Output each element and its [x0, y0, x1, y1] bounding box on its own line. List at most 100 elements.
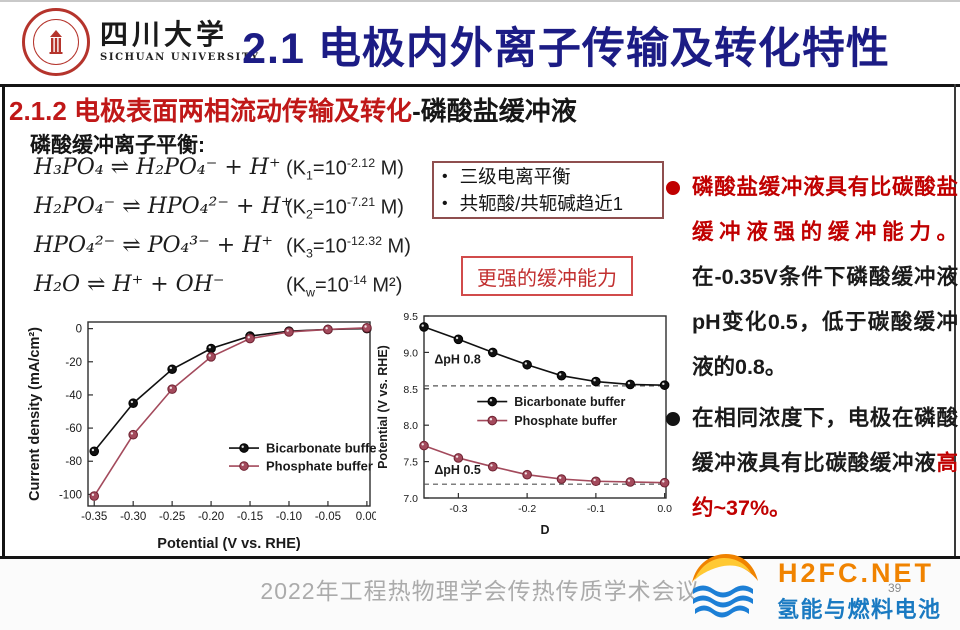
header-divider	[0, 84, 960, 87]
k-exp: -2.12	[346, 156, 376, 170]
svg-text:-0.2: -0.2	[518, 503, 536, 515]
k-part: =10	[312, 157, 347, 180]
equation-formula: H₂O ⇌ H⁺ + OH⁻	[34, 272, 225, 297]
svg-text:-0.35: -0.35	[81, 511, 107, 523]
equation-constant: (K2=10-7.21 M)	[286, 195, 404, 222]
k-part: =10	[314, 274, 349, 297]
svg-text:-0.10: -0.10	[276, 511, 302, 523]
k-part: (K	[286, 196, 306, 219]
k-part: (K	[286, 157, 306, 180]
svg-text:-0.25: -0.25	[159, 511, 185, 523]
conclusion-text-1: 磷酸盐缓冲液具有比碳酸盐缓冲液强的缓冲能力。在-0.35V条件下磷酸缓冲液pH变…	[692, 165, 958, 390]
k-sub: 2	[306, 207, 313, 222]
equation-constant: (Kw=10-14 M²)	[286, 273, 402, 300]
black-bullet-icon	[666, 412, 680, 426]
svg-text:ΔpH 0.8: ΔpH 0.8	[434, 352, 481, 366]
svg-text:Bicarbonate buffer: Bicarbonate buffer	[266, 441, 376, 456]
wave-icon	[693, 585, 753, 598]
svg-text:Current density (mA/cm²): Current density (mA/cm²)	[27, 327, 43, 501]
k-part: (K	[286, 235, 306, 258]
svg-text:9.0: 9.0	[403, 347, 418, 359]
svg-text:-40: -40	[65, 390, 82, 402]
svg-text:-0.1: -0.1	[587, 503, 605, 515]
equation-row: H₂O ⇌ H⁺ + OH⁻ (Kw=10-14 M²)	[34, 272, 454, 306]
conclusion-2-red: 高约~37%。	[692, 451, 958, 520]
equilibrium-heading: 磷酸缓冲离子平衡:	[30, 134, 205, 157]
k-exp: -12.32	[346, 234, 382, 248]
svg-text:-0.05: -0.05	[315, 511, 341, 523]
svg-text:ΔpH 0.5: ΔpH 0.5	[434, 463, 481, 477]
svg-text:-0.15: -0.15	[237, 511, 263, 523]
note-item: 三级电离平衡	[442, 163, 662, 190]
sun-icon	[692, 554, 758, 583]
svg-text:8.0: 8.0	[403, 420, 418, 432]
k-part: =10	[312, 196, 347, 219]
k-sub: 1	[306, 168, 313, 183]
page-title: 2.1 电极内外离子传输及转化特性	[242, 25, 890, 73]
equation-row: H₂PO₄⁻ ⇌ HPO₄²⁻ + H⁺ (K2=10-7.21 M)	[34, 194, 454, 228]
svg-text:9.5: 9.5	[403, 311, 418, 323]
pagoda-icon	[49, 30, 63, 54]
conference-title: 2022年工程热物理学会传热传质学术会议	[260, 578, 700, 604]
footer-divider	[0, 556, 960, 559]
equation-formula: HPO₄²⁻ ⇌ PO₄³⁻ + H⁺	[34, 233, 274, 258]
equation-row: H₃PO₄ ⇌ H₂PO₄⁻ + H⁺ (K1=10-2.12 M)	[34, 155, 454, 189]
red-bullet-icon	[666, 181, 680, 195]
university-name-cn: 四川大学	[100, 18, 229, 52]
k-sub: w	[306, 285, 315, 300]
footer	[0, 559, 960, 630]
svg-text:Potential (V vs. RHE): Potential (V vs. RHE)	[157, 536, 301, 552]
k-part: M²)	[366, 274, 403, 297]
section-subtitle-red: 2.1.2 电极表面两相流动传输及转化	[9, 96, 413, 126]
frame-right	[954, 84, 956, 559]
equation-formula: H₃PO₄ ⇌ H₂PO₄⁻ + H⁺	[34, 155, 281, 180]
svg-text:7.0: 7.0	[403, 493, 418, 505]
h2fc-site-name: H2FC.NET	[778, 558, 935, 588]
svg-text:8.5: 8.5	[403, 384, 418, 396]
k-sub: 3	[306, 246, 313, 261]
svg-text:0.0: 0.0	[657, 503, 672, 515]
svg-text:-20: -20	[65, 357, 82, 369]
conclusion-bullet-1: 磷酸盐缓冲液具有比碳酸盐缓冲液强的缓冲能力。在-0.35V条件下磷酸缓冲液pH变…	[666, 165, 958, 395]
conclusion-2-black: 在相同浓度下，电极在磷酸缓冲液具有比碳酸缓冲液	[692, 406, 958, 475]
equation-constant: (K1=10-2.12 M)	[286, 156, 404, 183]
section-subtitle-black: -磷酸盐缓冲液	[412, 96, 577, 126]
university-seal-icon	[22, 8, 90, 76]
page-number: 39	[888, 581, 902, 595]
top-hairline	[0, 0, 960, 2]
current-density-chart: -0.35 -0.30 -0.25 -0.20 -0.15 -0.10 -0.05 0.00 0…	[27, 321, 376, 552]
conclusion-text-2: 在相同浓度下，电极在磷酸缓冲液具有比碳酸缓冲液高约~37%。	[692, 396, 958, 531]
svg-text:-60: -60	[65, 423, 82, 435]
note-item: 共轭酸/共轭碱趋近1	[442, 190, 662, 217]
k-part: =10	[312, 235, 347, 258]
equation-formula: H₂PO₄⁻ ⇌ HPO₄²⁻ + H⁺	[34, 194, 293, 219]
university-logo: 四川大学 SICHUAN UNIVERSITY	[22, 8, 260, 76]
svg-text:Phosphate buffer: Phosphate buffer	[514, 414, 617, 428]
ionization-note-box: 三级电离平衡 共轭酸/共轭碱趋近1	[432, 161, 664, 219]
stronger-buffer-box: 更强的缓冲能力	[461, 256, 633, 296]
university-name-en: SICHUAN UNIVERSITY	[100, 52, 260, 64]
k-exp: -7.21	[346, 195, 376, 209]
svg-text:Bicarbonate buffer: Bicarbonate buffer	[514, 395, 625, 409]
svg-text:0.00: 0.00	[356, 511, 376, 523]
svg-text:Phosphate buffer: Phosphate buffer	[266, 459, 373, 474]
ph-potential-chart: -0.3 -0.2 -0.1 0.0 7.0 7.5 8.0 8.5 9.0 9.5 ΔpH 0.8…	[376, 311, 672, 537]
conclusion-bullet-2: 在相同浓度下，电极在磷酸缓冲液具有比碳酸缓冲液高约~37%。	[666, 396, 958, 536]
svg-text:-0.3: -0.3	[449, 503, 467, 515]
svg-text:0: 0	[76, 324, 82, 336]
section-subtitle: 2.1.2 电极表面两相流动传输及转化-磷酸盐缓冲液	[9, 91, 577, 128]
h2fc-site-subtitle: 氢能与燃料电池网	[777, 597, 942, 630]
k-part: M)	[375, 157, 404, 180]
equation-row: HPO₄²⁻ ⇌ PO₄³⁻ + H⁺ (K3=10-12.32 M)	[34, 233, 454, 267]
conclusion-1-red: 磷酸盐缓冲液具有比碳酸盐缓冲液强的缓冲能力。	[692, 175, 958, 244]
conclusion-1-black: 在-0.35V条件下磷酸缓冲液pH变化0.5，低于碳酸缓冲液的0.8。	[692, 265, 958, 379]
svg-text:D: D	[540, 523, 549, 537]
svg-text:-100: -100	[59, 489, 82, 501]
k-exp: -14	[348, 273, 367, 287]
svg-text:-0.30: -0.30	[120, 511, 146, 523]
svg-text:-0.20: -0.20	[198, 511, 224, 523]
equation-constant: (K3=10-12.32 M)	[286, 234, 411, 261]
k-part: M)	[375, 196, 404, 219]
frame-left	[2, 84, 5, 559]
